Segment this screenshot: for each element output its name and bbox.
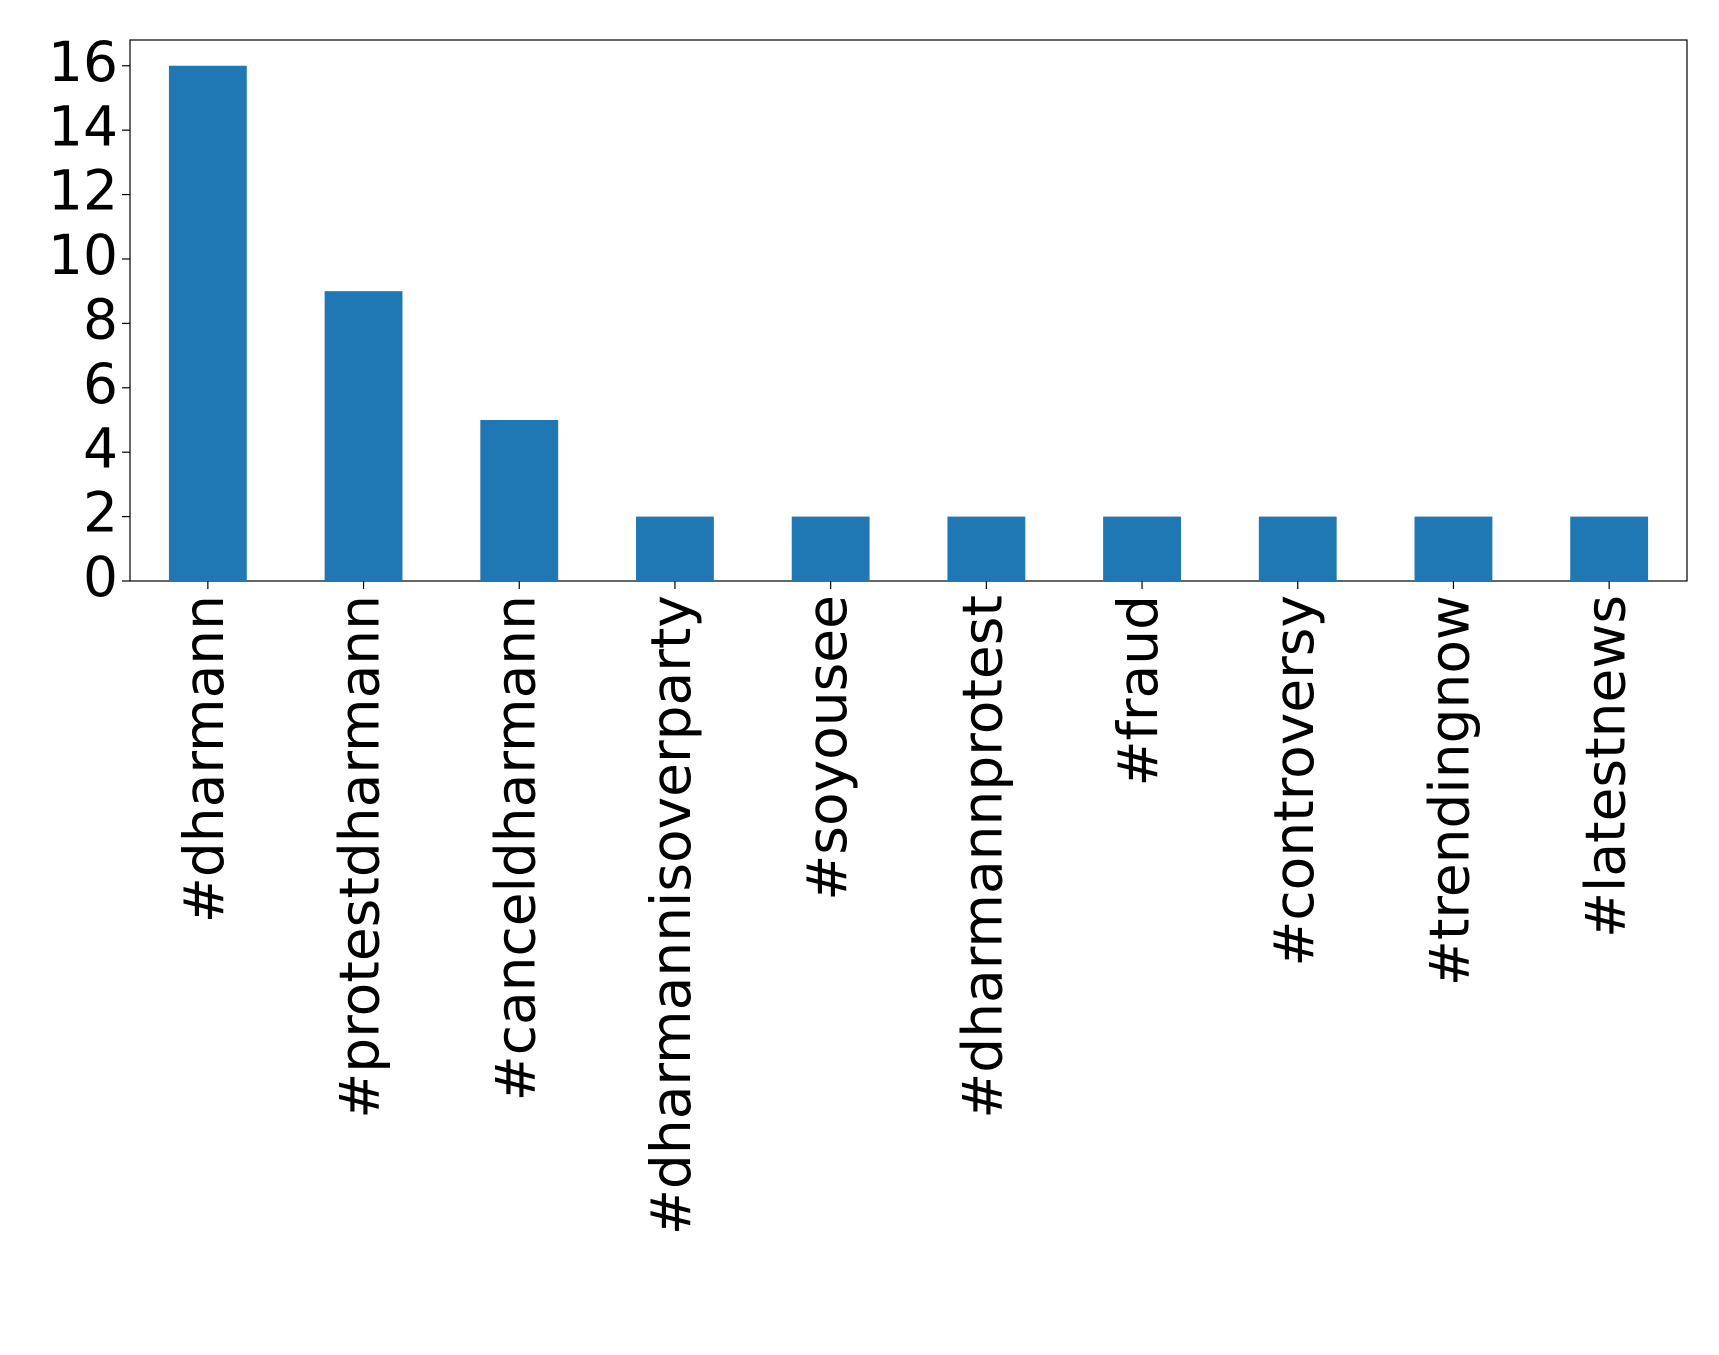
bar	[324, 291, 403, 581]
plot-frame	[129, 39, 1688, 582]
y-tick-label: 8	[83, 288, 118, 352]
bar	[1570, 516, 1649, 581]
y-tick-label: 14	[48, 94, 118, 158]
x-tick-label: #soyousee	[795, 595, 859, 901]
bar	[791, 516, 870, 581]
bar	[636, 516, 714, 581]
x-tick-label: #dharmannprotest	[950, 595, 1014, 1119]
x-tick-label: #protestdharmann	[328, 595, 392, 1119]
bar	[1103, 516, 1181, 581]
x-tick-label: #fraud	[1106, 595, 1170, 787]
y-tick-label: 0	[83, 545, 118, 609]
x-tick-label: #trendingnow	[1418, 595, 1482, 986]
bar	[1258, 516, 1337, 581]
bar	[1414, 516, 1493, 581]
y-tick-label: 4	[83, 416, 118, 480]
x-tick-label: #controversy	[1262, 595, 1326, 967]
y-tick-label: 2	[83, 481, 118, 545]
bar	[947, 516, 1026, 581]
y-tick-label: 6	[83, 352, 118, 416]
bar	[168, 65, 247, 581]
y-tick-label: 10	[48, 223, 118, 287]
x-tick-label: #canceldharmann	[483, 595, 547, 1101]
bar	[480, 419, 559, 581]
x-tick-label: #dharmann	[172, 595, 236, 923]
x-tick-label: #latestnews	[1573, 595, 1637, 938]
x-tick-label: #dharmannisoverparty	[639, 595, 703, 1235]
y-tick-label: 16	[48, 30, 118, 94]
y-tick-label: 12	[48, 159, 118, 223]
